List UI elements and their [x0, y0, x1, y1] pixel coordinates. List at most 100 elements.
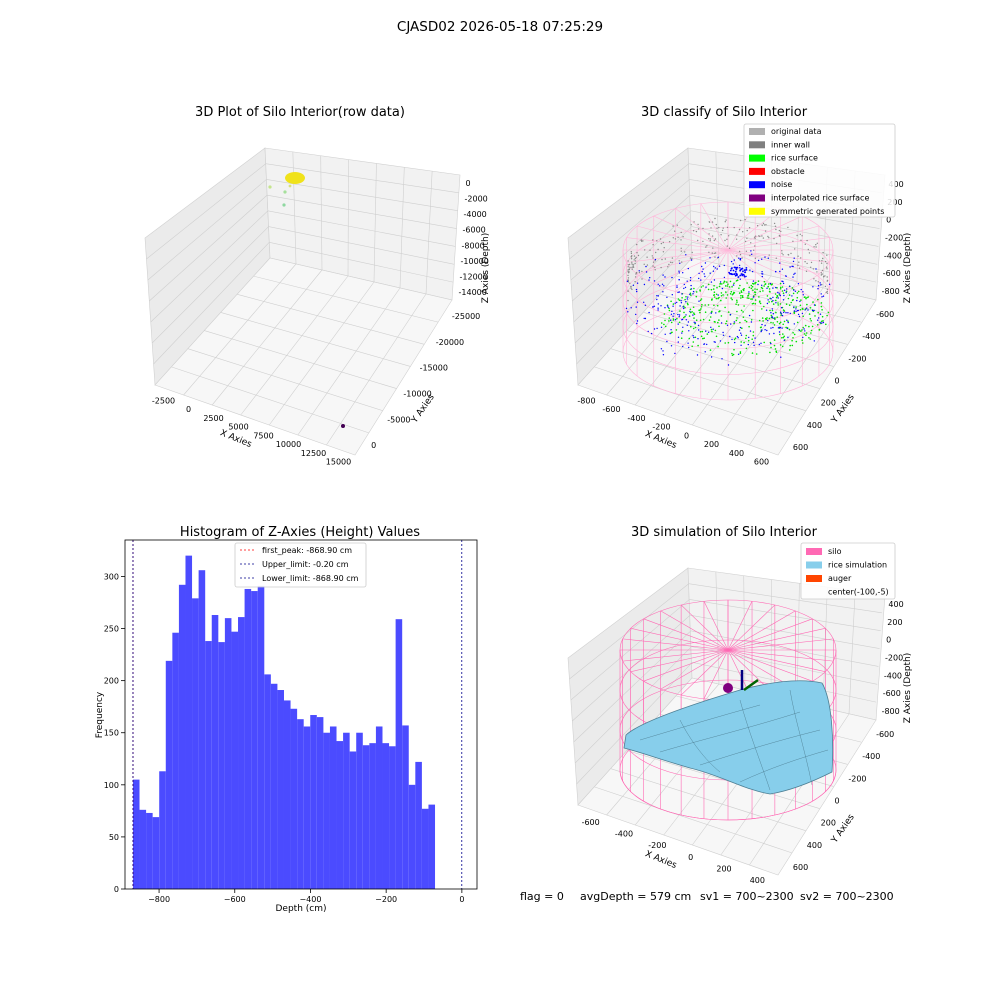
- wall-point: [804, 261, 806, 263]
- classify-silo-spoke: [636, 225, 729, 251]
- noise-point: [632, 284, 635, 286]
- rice-surface-point: [802, 315, 804, 318]
- wall-point: [739, 219, 742, 222]
- rice-surface-point: [766, 295, 769, 297]
- wall-point: [638, 271, 641, 274]
- noise-point: [703, 343, 705, 345]
- noise-point: [673, 313, 675, 315]
- histogram-bar: [224, 618, 232, 889]
- histogram-y-tick: 250: [104, 625, 119, 634]
- wall-point: [713, 252, 715, 254]
- rice-surface-point: [672, 303, 675, 305]
- wall-point: [632, 266, 635, 268]
- histogram-bar: [152, 817, 160, 889]
- noise-point: [678, 291, 680, 293]
- noise-point: [682, 306, 684, 308]
- rice-surface-point: [678, 321, 681, 324]
- raw-x-tick: 0: [186, 405, 191, 414]
- noise-point: [757, 259, 760, 262]
- noise-point: [740, 344, 742, 346]
- rice-surface-point: [739, 351, 742, 353]
- histogram-bar: [146, 812, 153, 889]
- noise-point: [779, 262, 781, 264]
- noise-point: [749, 269, 751, 271]
- rice-surface-point: [716, 286, 718, 289]
- noise-point: [819, 321, 821, 324]
- noise-point: [770, 342, 772, 345]
- wall-point: [656, 240, 658, 242]
- rice-surface-point: [710, 328, 713, 331]
- rice-surface-point: [742, 311, 744, 313]
- rice-surface-point: [801, 339, 803, 342]
- noise-point: [677, 323, 679, 325]
- rice-surface-point: [663, 323, 665, 326]
- noise-point: [674, 302, 676, 304]
- rice-surface-point: [796, 296, 799, 299]
- noise-point: [688, 330, 690, 332]
- rice-surface-point: [777, 302, 779, 304]
- wall-point: [633, 255, 636, 257]
- rice-surface-point: [788, 328, 791, 331]
- wall-point: [680, 250, 682, 252]
- simulation-z-tick: 400: [888, 600, 903, 609]
- wall-point: [748, 227, 751, 229]
- wall-point: [750, 242, 752, 244]
- histogram-y-tick: 200: [104, 677, 119, 686]
- noise-point: [783, 339, 785, 341]
- rice-surface-point: [809, 307, 812, 309]
- wall-point: [778, 229, 781, 232]
- noise-point: [770, 312, 772, 314]
- noise-point: [676, 286, 678, 289]
- noise-point: [692, 335, 694, 337]
- rice-surface-point: [740, 297, 742, 299]
- rice-surface-point: [826, 314, 828, 317]
- rice-surface-point: [759, 302, 762, 305]
- wall-point: [726, 245, 728, 247]
- wall-point: [702, 227, 704, 230]
- wall-point: [654, 269, 656, 271]
- wall-point: [815, 246, 817, 248]
- noise-point: [793, 273, 795, 275]
- rice-surface-point: [758, 296, 760, 298]
- rice-surface-point: [827, 311, 830, 314]
- wall-point: [826, 266, 828, 268]
- noise-point: [820, 293, 822, 295]
- noise-point: [796, 299, 798, 302]
- rice-surface-point: [700, 308, 702, 310]
- wall-point: [637, 254, 640, 257]
- rice-surface-point: [693, 317, 695, 319]
- histogram-bar: [389, 746, 396, 889]
- histogram-x-tick: −200: [375, 895, 397, 904]
- rice-surface-point: [740, 290, 743, 292]
- simulation-silo-spoke: [643, 649, 729, 682]
- histogram-x-tick: −400: [299, 895, 321, 904]
- wall-point: [660, 266, 662, 269]
- histogram-bar: [198, 570, 206, 889]
- rice-surface-point: [718, 285, 721, 288]
- simulation-legend-swatch: [806, 548, 822, 555]
- wall-point: [773, 222, 776, 225]
- noise-point: [694, 322, 697, 324]
- noise-point: [762, 273, 764, 275]
- noise-point: [742, 270, 744, 273]
- noise-point: [719, 281, 722, 283]
- wall-point: [663, 247, 665, 249]
- noise-point: [685, 301, 687, 303]
- noise-point: [678, 314, 681, 316]
- noise-point: [693, 321, 695, 323]
- classify-panel-title: 3D classify of Silo Interior: [641, 105, 808, 120]
- wall-point: [736, 255, 738, 257]
- rice-surface-point: [745, 347, 748, 350]
- rice-surface-point: [707, 304, 710, 306]
- raw-y-tick: 0: [371, 441, 376, 450]
- noise-point: [692, 293, 694, 295]
- noise-point: [653, 280, 656, 282]
- noise-point: [686, 324, 688, 326]
- rice-surface-point: [761, 317, 764, 319]
- rice-surface-point: [689, 311, 692, 314]
- wall-point: [796, 234, 798, 237]
- noise-point: [815, 268, 817, 270]
- rice-surface-point: [796, 292, 799, 294]
- classify-silo-spoke: [727, 249, 820, 275]
- rice-surface-point: [709, 349, 712, 351]
